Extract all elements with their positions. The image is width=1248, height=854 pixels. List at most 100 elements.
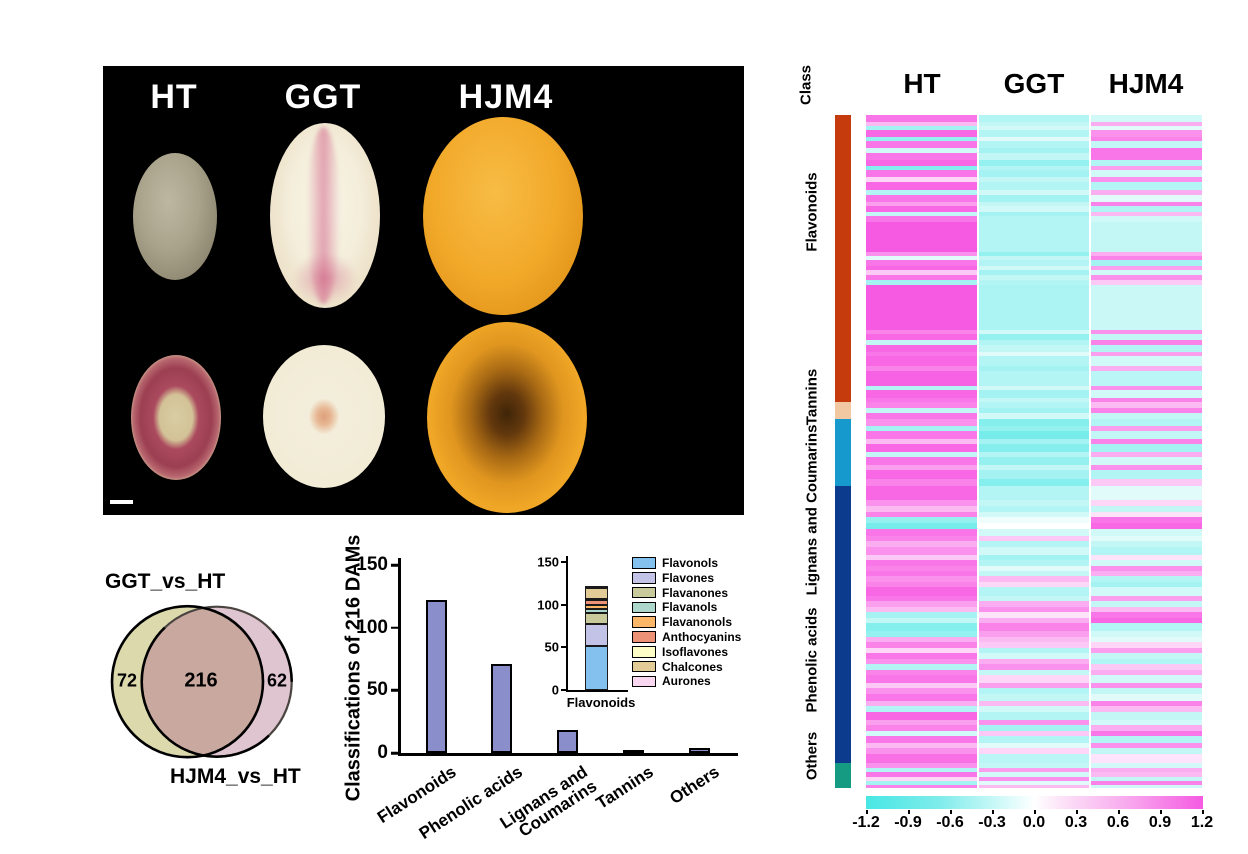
heatmap-column-gap xyxy=(1089,576,1091,582)
heatmap-column-gap xyxy=(1089,256,1091,260)
heatmap-cell xyxy=(1091,330,1202,334)
heatmap-column-gap xyxy=(977,419,979,426)
heatmap-column-gap xyxy=(977,256,979,260)
heatmap-cell xyxy=(979,266,1089,270)
heatmap-column-gap xyxy=(1089,631,1091,637)
heatmap-cell xyxy=(866,743,977,748)
heatmap-cell xyxy=(866,465,977,470)
heatmap-cell xyxy=(979,352,1089,356)
heatmap-cell xyxy=(866,366,977,371)
legend-swatch-aurones xyxy=(632,675,656,688)
inset-x-axis xyxy=(566,690,628,692)
inset-stack-segment-flavones xyxy=(585,624,608,646)
heatmap-cell xyxy=(866,486,977,500)
class-label-others: Others xyxy=(803,731,821,781)
legend-item-flavanones: Flavanones xyxy=(632,586,728,600)
inset-y-tick-label: 100 xyxy=(537,597,559,613)
heatmap-cell xyxy=(979,529,1089,536)
colorbar-tick-label: -1.2 xyxy=(852,814,880,831)
heatmap-column-gap xyxy=(977,222,979,252)
heatmap-column-gap xyxy=(977,479,979,486)
heatmap-band xyxy=(866,285,1202,330)
heatmap-column-gap xyxy=(977,512,979,517)
heatmap-cell xyxy=(979,785,1089,788)
heatmap-cell xyxy=(1091,701,1202,706)
heatmap-class-color-bar xyxy=(835,115,851,788)
heatmap-column-gap xyxy=(977,252,979,256)
heatmap-cell xyxy=(866,457,977,465)
heatmap-column-gap xyxy=(1089,768,1091,772)
heatmap-band xyxy=(866,587,1202,596)
heatmap-cell xyxy=(979,720,1089,725)
heatmap-cell xyxy=(866,623,977,631)
heatmap-band xyxy=(866,694,1202,701)
heatmap-column-gap xyxy=(977,260,979,266)
ggt-cut-fruit-photo xyxy=(263,345,385,488)
heatmap-band xyxy=(866,541,1202,547)
heatmap-cell xyxy=(1091,486,1202,500)
heatmap-cell xyxy=(1091,670,1202,675)
heatmap-band xyxy=(866,130,1202,137)
heatmap-band xyxy=(866,731,1202,736)
inset-stack-segment-anthocyanins xyxy=(585,600,608,605)
heatmap-column-gap xyxy=(977,576,979,582)
heatmap-cell xyxy=(866,252,977,256)
heatmap-cell xyxy=(866,398,977,402)
heatmap-column-gap xyxy=(1089,725,1091,731)
heatmap-cell xyxy=(866,426,977,431)
heatmap-cell xyxy=(979,190,1089,195)
heatmap-column-gap xyxy=(1089,356,1091,366)
heatmap-column-gap xyxy=(1089,122,1091,126)
legend-item-flavonols: Flavonols xyxy=(632,556,718,570)
heatmap-band xyxy=(866,122,1202,126)
colorbar-tick-label: 1.2 xyxy=(1190,814,1214,831)
heatmap-band xyxy=(866,648,1202,653)
heatmap-cell xyxy=(1091,386,1202,390)
heatmap-column-gap xyxy=(977,408,979,413)
heatmap-column-gap xyxy=(977,177,979,182)
class-label-lignans-and-coumarins: Lignans and Coumarins xyxy=(803,424,821,596)
heatmap-cell xyxy=(979,631,1089,637)
heatmap-cell xyxy=(866,439,977,444)
class-label-flavonoids: Flavonoids xyxy=(803,172,821,252)
heatmap-cell xyxy=(1091,571,1202,576)
heatmap-cell xyxy=(1091,612,1202,618)
heatmap-column-gap xyxy=(977,426,979,431)
heatmap-column-gap xyxy=(977,266,979,270)
heatmap-cell xyxy=(979,457,1089,465)
heatmap-band xyxy=(866,675,1202,683)
heatmap-column-gap xyxy=(977,653,979,659)
heatmap-cell xyxy=(979,479,1089,486)
heatmap-band xyxy=(866,529,1202,536)
heatmap-column-gap xyxy=(1089,352,1091,356)
photo-label-ggt: GGT xyxy=(284,78,362,116)
heatmap-column-gap xyxy=(977,398,979,402)
class-label-tannins: Tannins xyxy=(803,368,821,426)
heatmap-column-gap xyxy=(977,500,979,506)
heatmap-column-gap xyxy=(1089,571,1091,576)
heatmap-cell xyxy=(979,706,1089,712)
bar-chart-x-axis xyxy=(398,753,738,756)
heatmap-column-gap xyxy=(977,166,979,170)
heatmap-band xyxy=(866,266,1202,270)
heatmap-column-gap xyxy=(977,731,979,736)
heatmap-cell xyxy=(1091,280,1202,285)
heatmap-cell xyxy=(866,706,977,712)
heatmap-band xyxy=(866,256,1202,260)
colorbar-tick xyxy=(950,810,952,814)
heatmap-cell xyxy=(1091,148,1202,153)
heatmap-band xyxy=(866,506,1202,512)
heatmap-column-gap xyxy=(977,457,979,465)
heatmap-cell xyxy=(866,270,977,275)
heatmap-column-gap xyxy=(1089,748,1091,754)
heatmap-column-gap xyxy=(977,607,979,612)
heatmap-column-gap xyxy=(977,571,979,576)
heatmap-cell xyxy=(979,153,1089,160)
heatmap-column-gap xyxy=(977,720,979,725)
heatmap-cell xyxy=(866,500,977,506)
heatmap-cell xyxy=(1091,190,1202,195)
heatmap-cell xyxy=(866,452,977,457)
heatmap-column-gap xyxy=(977,444,979,452)
heatmap-column-gap xyxy=(977,160,979,166)
heatmap-column-gap xyxy=(1089,479,1091,486)
